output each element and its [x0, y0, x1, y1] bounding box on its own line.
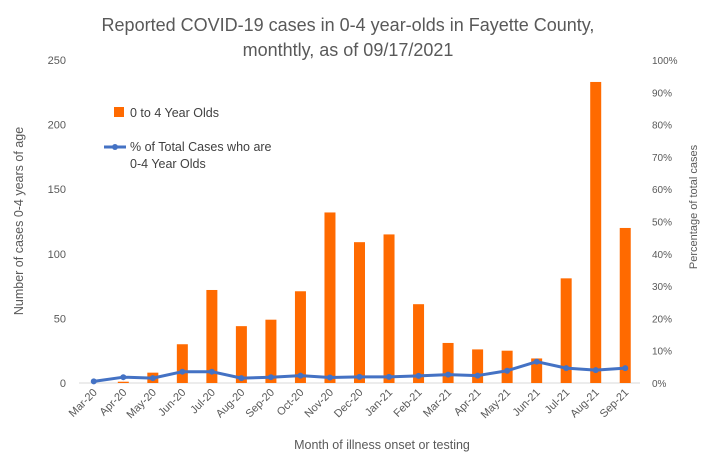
x-tick-label: Jun-21 — [511, 387, 543, 419]
bar-Mar-21 — [442, 342, 454, 383]
x-tick-label: May-21 — [479, 387, 513, 421]
line-series — [90, 358, 629, 385]
y-tick-label: 0 — [60, 378, 66, 390]
x-tick-label: Nov-20 — [303, 387, 337, 421]
legend-line-label-1: % of Total Cases who are — [130, 140, 272, 154]
y2-tick-label: 100% — [652, 56, 678, 67]
pct-point-Sep-21 — [622, 365, 629, 372]
pct-point-Apr-20 — [120, 374, 127, 381]
legend-bar-label: 0 to 4 Year Olds — [130, 106, 219, 120]
bar-May-21 — [501, 350, 513, 383]
pct-point-Jun-20 — [179, 368, 186, 375]
bar-Jul-21 — [560, 278, 572, 383]
y2-tick-label: 60% — [652, 185, 672, 196]
x-tick-label: Aug-21 — [568, 387, 602, 421]
legend-line-marker — [112, 144, 118, 150]
bar-Jul-20 — [206, 289, 218, 383]
y-axis-left: 0 50 100 150 200 250 — [48, 55, 66, 390]
pct-point-Mar-21 — [445, 371, 452, 378]
bar-Aug-20 — [235, 326, 247, 383]
y2-tick-label: 80% — [652, 121, 672, 132]
y-tick-label: 50 — [54, 313, 66, 325]
chart-title-line-1: Reported COVID-19 cases in 0-4 year-olds… — [102, 15, 595, 35]
pct-point-Aug-21 — [592, 367, 599, 374]
y-axis-right-title: Percentage of total cases — [688, 144, 700, 269]
pct-point-Mar-20 — [90, 378, 97, 385]
bar-Apr-21 — [472, 349, 484, 383]
y2-tick-label: 10% — [652, 347, 672, 358]
y-tick-label: 200 — [48, 120, 66, 132]
pct-point-Oct-20 — [297, 372, 304, 379]
x-tick-label: Oct-20 — [275, 387, 307, 419]
bar-Dec-20 — [354, 242, 365, 383]
x-tick-label: Mar-20 — [67, 387, 100, 420]
pct-point-Feb-21 — [415, 372, 422, 379]
pct-point-Jul-20 — [208, 368, 215, 375]
bar-Jun-21 — [531, 358, 543, 383]
x-tick-label: May-20 — [125, 387, 159, 421]
legend-line-label-2: 0-4 Year Olds — [130, 157, 206, 171]
chart-title-line-2: monthtly, as of 09/17/2021 — [243, 40, 454, 60]
bar-Feb-21 — [413, 304, 425, 383]
y-tick-label: 250 — [48, 55, 66, 67]
x-tick-label: Jan-21 — [363, 387, 395, 419]
pct-point-Sep-20 — [267, 374, 274, 381]
pct-point-Dec-20 — [356, 373, 363, 380]
y2-tick-label: 50% — [652, 218, 672, 229]
x-tick-label: Mar-21 — [421, 387, 454, 420]
legend-bar-swatch — [114, 107, 124, 117]
y2-tick-label: 30% — [652, 282, 672, 293]
pct-point-May-21 — [504, 367, 511, 374]
x-axis-title: Month of illness onset or testing — [294, 438, 470, 452]
pct-point-Apr-21 — [474, 372, 481, 379]
bar-Nov-20 — [324, 212, 336, 383]
bar-Sep-20 — [265, 319, 277, 383]
bar-Jan-21 — [383, 234, 395, 383]
y-tick-label: 150 — [48, 184, 66, 196]
bar-Apr-20 — [117, 381, 129, 383]
y2-tick-label: 70% — [652, 153, 672, 164]
bar-Aug-21 — [590, 81, 602, 384]
x-tick-label: Jun-20 — [156, 387, 188, 419]
bar-Jun-20 — [176, 344, 188, 383]
y2-tick-label: 40% — [652, 250, 672, 261]
x-tick-label: Sep-21 — [598, 387, 632, 421]
pct-point-Aug-20 — [238, 375, 245, 382]
y2-tick-label: 20% — [652, 314, 672, 325]
x-tick-label: Feb-21 — [392, 387, 425, 420]
y2-tick-label: 0% — [652, 379, 667, 390]
pct-point-Jun-21 — [533, 358, 540, 365]
pct-point-Jul-21 — [563, 365, 570, 372]
bar-Oct-20 — [294, 291, 306, 383]
y-axis-left-title: Number of cases 0-4 years of age — [12, 127, 26, 315]
pct-point-Nov-20 — [326, 374, 333, 381]
y2-tick-label: 90% — [652, 88, 672, 99]
x-tick-label: Sep-20 — [243, 387, 277, 421]
pct-point-May-20 — [149, 375, 156, 382]
bar-series — [117, 81, 631, 384]
x-tick-label: Dec-20 — [332, 387, 366, 421]
x-tick-label: Aug-20 — [214, 387, 248, 421]
y-tick-label: 100 — [48, 249, 66, 261]
pct-point-Jan-21 — [386, 373, 393, 380]
legend: 0 to 4 Year Olds % of Total Cases who ar… — [104, 106, 272, 171]
y-axis-right: 0% 10% 20% 30% 40% 50% 60% 70% 80% 90% 100% — [652, 56, 678, 390]
bar-Sep-21 — [619, 227, 631, 383]
